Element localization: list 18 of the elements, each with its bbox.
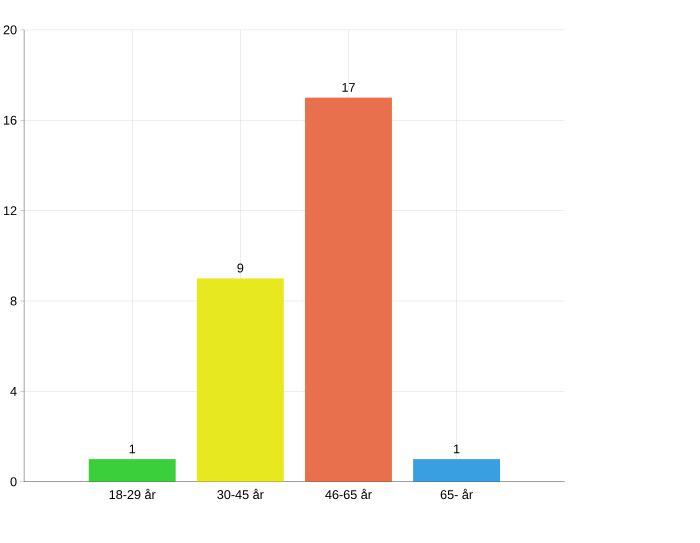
bar — [305, 98, 392, 482]
data-label: 17 — [342, 82, 355, 92]
x-tick-label: 18-29 år — [110, 488, 156, 499]
bar — [88, 459, 176, 482]
data-label: 9 — [237, 263, 244, 272]
y-tick-label: 0 — [10, 477, 17, 486]
x-tick-label: 65- år — [440, 488, 473, 499]
y-tick-label: 12 — [4, 206, 16, 215]
y-tick-label: 20 — [4, 25, 17, 34]
data-label: 1 — [130, 444, 136, 454]
y-tick-label: 16 — [4, 116, 16, 125]
data-label: 1 — [454, 444, 460, 454]
y-tick-label: 4 — [10, 386, 17, 396]
bar — [413, 459, 500, 482]
x-tick-label: 30-45 år — [217, 488, 264, 499]
x-tick-label: 46-65 år — [325, 488, 372, 499]
bar — [196, 278, 284, 482]
y-tick-label: 8 — [10, 296, 17, 306]
